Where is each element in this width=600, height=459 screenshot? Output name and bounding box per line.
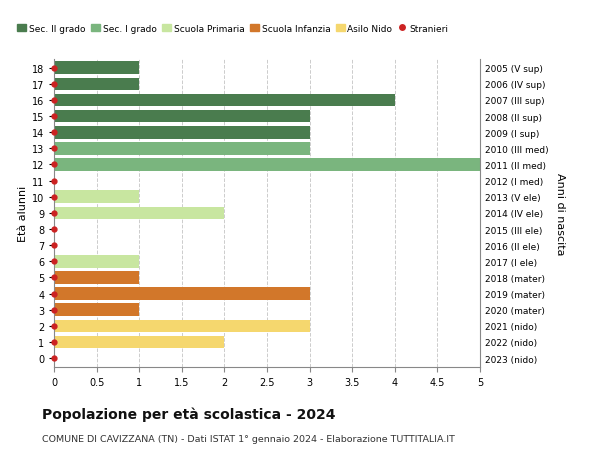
Y-axis label: Età alunni: Età alunni bbox=[18, 185, 28, 241]
Bar bbox=[54, 95, 395, 107]
Bar bbox=[54, 320, 310, 332]
Bar bbox=[54, 143, 310, 155]
Bar bbox=[54, 62, 139, 75]
Bar bbox=[54, 272, 139, 284]
Bar bbox=[54, 207, 224, 220]
Legend: Sec. II grado, Sec. I grado, Scuola Primaria, Scuola Infanzia, Asilo Nido, Stran: Sec. II grado, Sec. I grado, Scuola Prim… bbox=[14, 21, 452, 37]
Text: COMUNE DI CAVIZZANA (TN) - Dati ISTAT 1° gennaio 2024 - Elaborazione TUTTITALIA.: COMUNE DI CAVIZZANA (TN) - Dati ISTAT 1°… bbox=[42, 434, 455, 443]
Bar bbox=[54, 78, 139, 91]
Bar bbox=[54, 127, 310, 139]
Bar bbox=[54, 336, 224, 348]
Bar bbox=[54, 256, 139, 268]
Text: Popolazione per età scolastica - 2024: Popolazione per età scolastica - 2024 bbox=[42, 406, 335, 421]
Bar bbox=[54, 191, 139, 204]
Bar bbox=[54, 288, 310, 300]
Bar bbox=[54, 111, 310, 123]
Bar bbox=[54, 159, 480, 171]
Bar bbox=[54, 304, 139, 316]
Y-axis label: Anni di nascita: Anni di nascita bbox=[555, 172, 565, 255]
